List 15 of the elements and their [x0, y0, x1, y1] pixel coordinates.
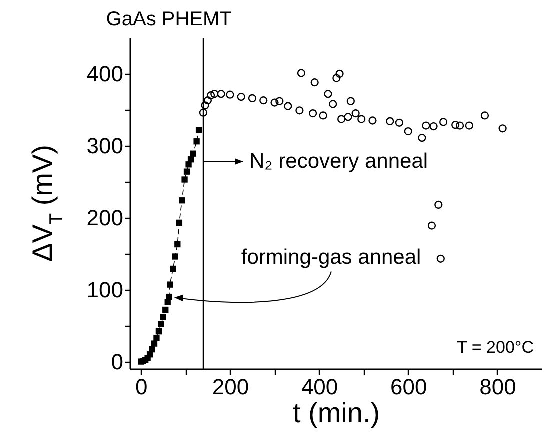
x-tick-label: 600: [390, 374, 428, 400]
y-tick-label: 300: [86, 133, 124, 158]
x-tick-label: 800: [480, 374, 516, 400]
y-tick-label: 100: [86, 277, 124, 302]
annotation: T = 200°C: [457, 338, 534, 357]
chart-title: GaAs PHEMT: [106, 8, 232, 30]
x-tick-label: 0: [136, 374, 148, 400]
y-tick-label: 200: [86, 205, 124, 230]
x-tick-label: 200: [212, 374, 250, 400]
y-tick-label: 400: [86, 61, 124, 86]
annotation: N₂ recovery anneal: [249, 150, 428, 173]
x-tick-label: 400: [301, 374, 338, 400]
x-axis-title: t (min.): [292, 398, 380, 428]
y-tick-label: 0: [111, 349, 124, 374]
annotation: forming-gas anneal: [241, 246, 422, 269]
